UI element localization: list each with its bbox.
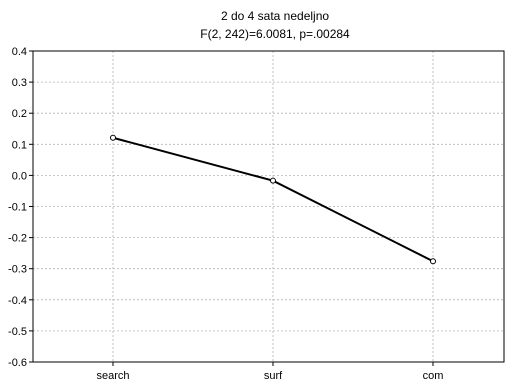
chart-title: 2 do 4 sata nedeljno [221,9,329,23]
y-tick-label: 0.2 [12,108,27,120]
chart-subtitle: F(2, 242)=6.0081, p=.00284 [200,27,350,41]
data-point [110,134,116,141]
data-point [270,177,276,184]
axes [29,50,505,366]
x-tick-label: surf [264,370,283,382]
y-tick-labels: 0.4 0.3 0.2 0.1 0.0 -0.1 -0.2 -0.3 -0.4 -0.5 -0.6 [8,46,27,369]
y-tick-label: -0.2 [8,233,27,245]
x-tick-labels: search surf com [96,370,443,382]
x-tick-label: com [423,370,444,382]
series [110,134,436,265]
x-tick-label: search [96,370,129,382]
y-tick-label: -0.3 [8,264,27,276]
y-tick-label: -0.1 [8,202,27,214]
y-tick-label: -0.5 [8,326,27,338]
y-tick-label: -0.6 [8,357,27,369]
y-tick-label: -0.4 [8,295,27,307]
data-point [430,258,436,265]
y-tick-label: 0.4 [12,46,27,58]
grid [33,51,504,362]
y-tick-label: 0.3 [12,77,27,89]
plot-frame [32,50,505,363]
y-tick-label: 0.1 [12,139,27,151]
y-tick-label: 0.0 [12,170,27,182]
